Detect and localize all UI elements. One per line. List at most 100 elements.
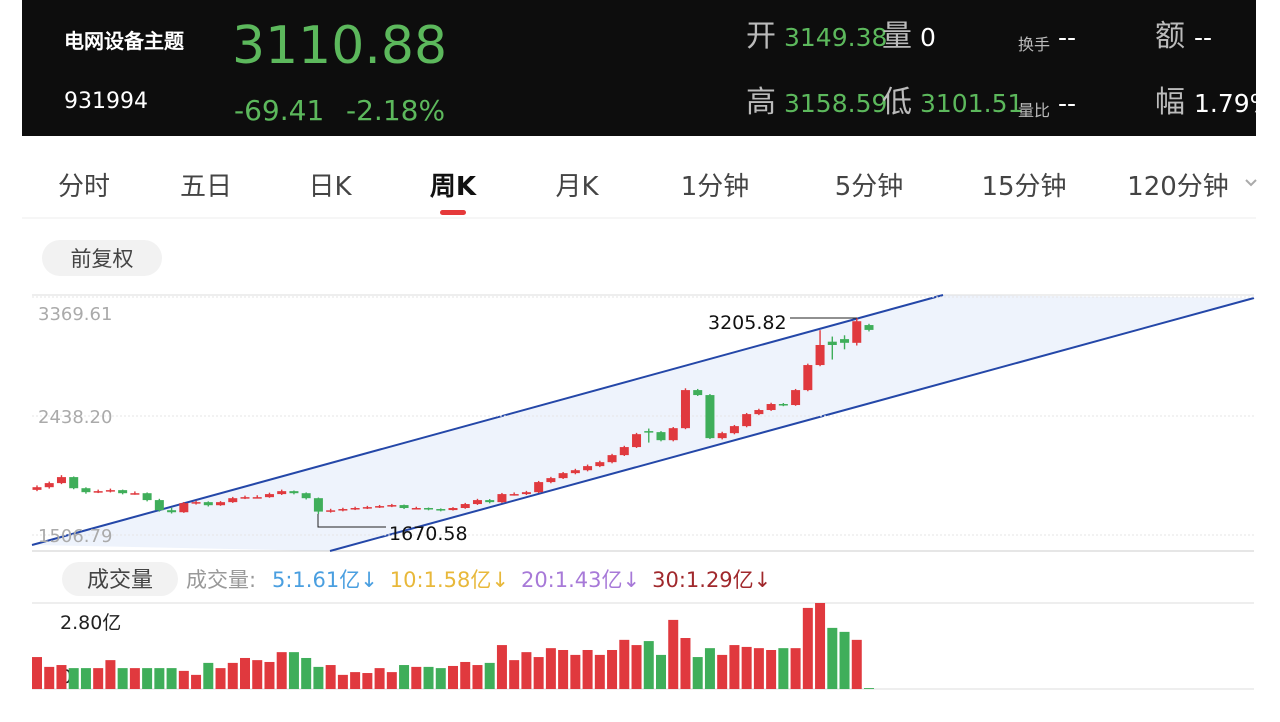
annotation-line (317, 514, 386, 528)
candle-body (191, 502, 201, 504)
volume-bar (264, 661, 275, 689)
volume-bar (105, 660, 116, 689)
volume-bar (704, 648, 715, 689)
volume-bar (80, 668, 91, 689)
volume-pill[interactable] (62, 562, 178, 596)
tab[interactable]: 120分钟 (1127, 172, 1229, 202)
volume-bar (301, 657, 312, 689)
tab[interactable]: 周K (430, 172, 477, 202)
volume-ma: 5:1.61亿↓ (272, 568, 378, 592)
volume-bar (790, 648, 801, 689)
volume-bar (411, 666, 422, 689)
stat-value: -- (1058, 89, 1076, 118)
candle-body (534, 482, 544, 493)
volume-bar (276, 652, 287, 689)
candle-body (216, 502, 226, 506)
volume-bar (582, 649, 593, 689)
volume-bar (496, 645, 507, 689)
candle-body (313, 498, 323, 512)
tab[interactable]: 5分钟 (835, 172, 904, 202)
candle-body (717, 433, 727, 439)
candle-body (228, 498, 238, 503)
y-tick-label: 1506.79 (38, 526, 112, 547)
change: -69.41 (234, 94, 324, 127)
tab[interactable]: 月K (555, 172, 599, 202)
volume-bar (729, 645, 740, 689)
stat-value: 3158.59 (784, 89, 887, 118)
candle-body (803, 365, 813, 391)
tab[interactable]: 分时 (58, 172, 110, 202)
volume-bar (399, 665, 410, 689)
candle-body (32, 487, 42, 490)
volume-bar (350, 672, 361, 689)
candle-body (656, 432, 666, 441)
candle-body (277, 491, 287, 495)
tab[interactable]: 日K (308, 172, 352, 202)
candle-body (742, 414, 752, 427)
candle-body (411, 508, 421, 510)
volume-bar (766, 649, 777, 689)
candle-body (509, 494, 519, 496)
volume-bar (741, 646, 752, 689)
volume-bar (362, 673, 373, 689)
candle-body (583, 466, 593, 471)
candle-body (705, 395, 715, 439)
volume-bar (178, 670, 189, 689)
stat-value: -- (1194, 23, 1212, 52)
channel-lower (329, 297, 1255, 552)
candle-body (130, 493, 140, 495)
stat-label: 量比 (1018, 101, 1050, 120)
candle-body (693, 390, 703, 396)
volume-bar (656, 654, 666, 689)
candle-body (497, 494, 507, 503)
candle-body (264, 494, 274, 498)
volume-bar (533, 657, 544, 689)
volume-bar (484, 662, 495, 689)
candle-body (607, 455, 617, 463)
tab[interactable]: 1分钟 (681, 172, 750, 202)
candle-body (680, 390, 690, 429)
volume-bar (215, 668, 226, 689)
volume-bar (521, 652, 532, 689)
candle-body (485, 500, 495, 503)
volume-bar (337, 674, 348, 689)
adjust-label[interactable]: 前复权 (71, 247, 134, 271)
volume-bar (778, 648, 789, 689)
y-tick-label: 2.80亿 (60, 612, 121, 634)
candle-body (142, 493, 152, 501)
candle-body (864, 325, 874, 330)
candle-body (815, 344, 825, 366)
volume-bar (93, 668, 104, 689)
candle-body (472, 500, 482, 505)
candle-body (570, 470, 580, 474)
volume-bar (44, 666, 55, 689)
volume-bar (545, 648, 556, 689)
stat-label: 低 (882, 85, 912, 120)
volume-bar (117, 668, 128, 689)
candle-body (69, 477, 79, 489)
volume-bar (460, 661, 471, 689)
adjust-pill[interactable] (42, 240, 162, 276)
candle-body (595, 462, 605, 467)
volume-bar (607, 649, 618, 689)
volume-bar (129, 668, 140, 689)
volume-ma: 10:1.58亿↓ (390, 568, 509, 592)
volume-title[interactable]: 成交量 (87, 568, 153, 593)
volume-ma: 20:1.43亿↓ (521, 568, 640, 592)
volume-bar (166, 668, 177, 689)
tab[interactable]: 15分钟 (981, 172, 1066, 202)
volume-bar (313, 666, 324, 689)
candle-body (632, 434, 642, 448)
tab[interactable]: 五日 (180, 172, 232, 202)
volume-ma: 30:1.29亿↓ (652, 568, 771, 592)
tab-underline (440, 210, 466, 215)
stat-label: 换手 (1018, 35, 1050, 54)
candle-body (424, 508, 434, 510)
volume-bar (802, 607, 813, 689)
candle-body (644, 431, 654, 433)
candle-body (240, 497, 250, 499)
candle-body (840, 339, 850, 343)
candle-body (460, 504, 470, 509)
stat-label: 开 (746, 19, 776, 54)
